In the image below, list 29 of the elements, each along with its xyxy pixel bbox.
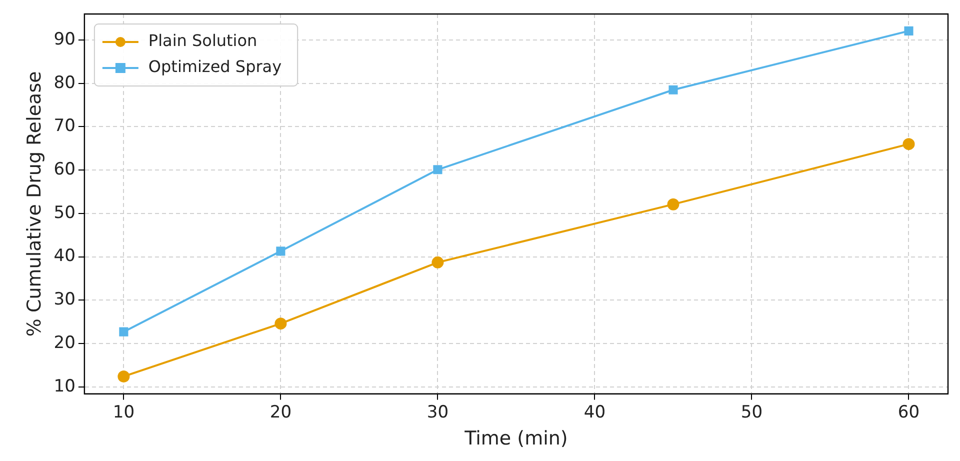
- legend-label: Optimized Spray: [148, 57, 282, 76]
- y-tick-label: 60: [54, 160, 76, 180]
- x-tick-label: 20: [270, 402, 292, 422]
- y-tick-label: 50: [54, 202, 76, 223]
- x-axis-title: Time (min): [464, 428, 568, 450]
- x-tick-label: 60: [898, 402, 920, 422]
- point: [118, 370, 130, 382]
- point: [668, 85, 678, 94]
- legend-label: Plain Solution: [148, 31, 258, 50]
- point: [276, 246, 286, 256]
- y-axis-title: % Cumulative Drug Release: [23, 71, 46, 337]
- y-tick-label: 90: [54, 29, 76, 50]
- y-tick-label: 40: [54, 246, 76, 266]
- point: [902, 138, 915, 150]
- y-tick-label: 80: [54, 72, 76, 93]
- point: [119, 327, 128, 336]
- y-tick-label: 70: [54, 116, 76, 136]
- y-tick-label: 20: [54, 332, 76, 353]
- point: [432, 256, 444, 268]
- point: [667, 198, 680, 210]
- y-tick-label: 30: [54, 290, 76, 310]
- x-tick-label: 10: [112, 402, 135, 422]
- x-tick-label: 50: [740, 402, 763, 422]
- point: [274, 318, 287, 330]
- x-tick-label: 40: [584, 402, 606, 422]
- point: [904, 26, 914, 36]
- point: [433, 165, 442, 174]
- x-tick-label: 30: [426, 402, 449, 422]
- y-tick-label: 10: [54, 376, 76, 396]
